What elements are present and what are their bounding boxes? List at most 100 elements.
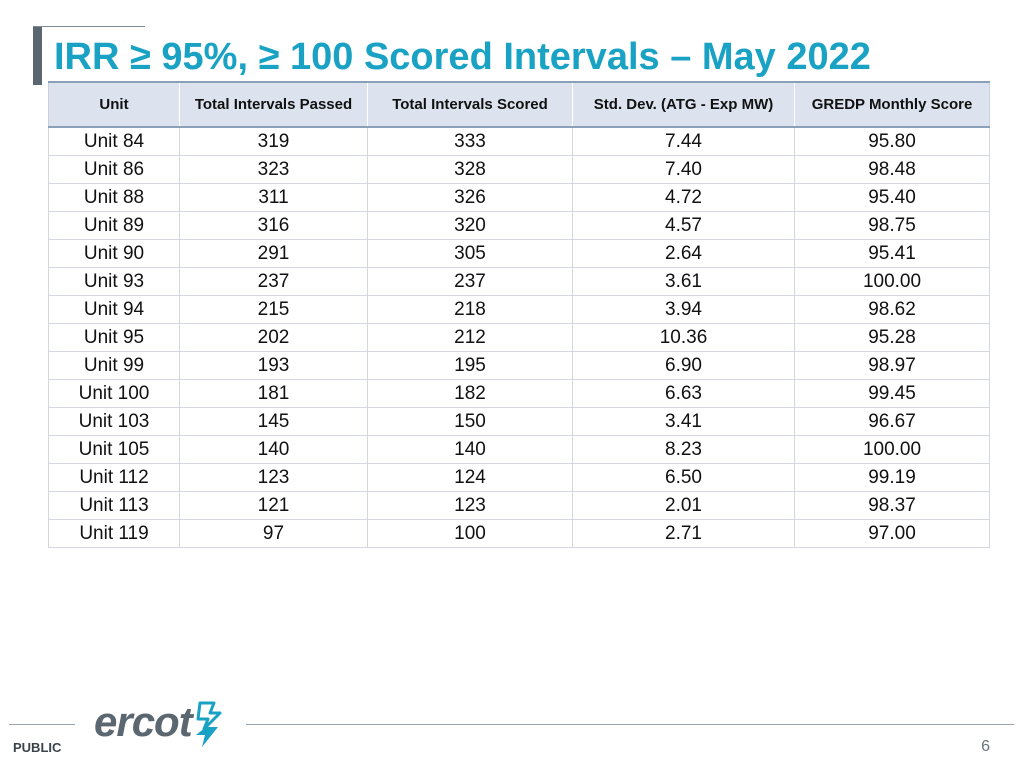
public-label: PUBLIC: [13, 740, 62, 755]
cell-intervals-scored: 150: [367, 407, 573, 436]
cell-std-dev: 10.36: [572, 323, 795, 352]
table-row: Unit 100 181 182 6.63 99.45: [48, 379, 990, 408]
cell-intervals-scored: 182: [367, 379, 573, 408]
cell-intervals-passed: 145: [179, 407, 368, 436]
cell-intervals-scored: 140: [367, 435, 573, 464]
cell-intervals-passed: 181: [179, 379, 368, 408]
cell-unit: Unit 88: [48, 183, 180, 212]
cell-gredp-score: 99.45: [794, 379, 990, 408]
cell-unit: Unit 89: [48, 211, 180, 240]
cell-intervals-scored: 100: [367, 519, 573, 548]
cell-std-dev: 6.50: [572, 463, 795, 492]
ercot-logo: ercot: [94, 699, 230, 753]
cell-unit: Unit 94: [48, 295, 180, 324]
cell-intervals-scored: 328: [367, 155, 573, 184]
table-row: Unit 86 323 328 7.40 98.48: [48, 155, 990, 184]
cell-intervals-passed: 193: [179, 351, 368, 380]
cell-gredp-score: 100.00: [794, 435, 990, 464]
cell-gredp-score: 95.80: [794, 126, 990, 156]
cell-unit: Unit 99: [48, 351, 180, 380]
cell-intervals-scored: 218: [367, 295, 573, 324]
cell-gredp-score: 99.19: [794, 463, 990, 492]
cell-intervals-passed: 311: [179, 183, 368, 212]
cell-intervals-scored: 212: [367, 323, 573, 352]
cell-unit: Unit 93: [48, 267, 180, 296]
cell-std-dev: 2.01: [572, 491, 795, 520]
cell-unit: Unit 95: [48, 323, 180, 352]
table-body: Unit 84 319 333 7.44 95.80 Unit 86 323 328 7.40 9…: [48, 126, 990, 548]
cell-std-dev: 8.23: [572, 435, 795, 464]
cell-unit: Unit 112: [48, 463, 180, 492]
table-row: Unit 84 319 333 7.44 95.80: [48, 126, 990, 156]
cell-std-dev: 3.94: [572, 295, 795, 324]
cell-intervals-scored: 237: [367, 267, 573, 296]
cell-intervals-passed: 215: [179, 295, 368, 324]
table-row: Unit 103 145 150 3.41 96.67: [48, 407, 990, 436]
cell-std-dev: 6.63: [572, 379, 795, 408]
cell-intervals-passed: 323: [179, 155, 368, 184]
cell-gredp-score: 95.28: [794, 323, 990, 352]
cell-intervals-passed: 97: [179, 519, 368, 548]
cell-unit: Unit 103: [48, 407, 180, 436]
table-row: Unit 90 291 305 2.64 95.41: [48, 239, 990, 268]
cell-intervals-passed: 319: [179, 126, 368, 156]
table-row: Unit 105 140 140 8.23 100.00: [48, 435, 990, 464]
cell-intervals-scored: 305: [367, 239, 573, 268]
footer-rule-right: [246, 724, 1014, 725]
cell-intervals-passed: 123: [179, 463, 368, 492]
header-std-dev: Std. Dev. (ATG - Exp MW): [572, 81, 795, 128]
ercot-star-bolt-icon: [196, 701, 222, 747]
title-accent-rule: [33, 26, 145, 27]
cell-gredp-score: 98.37: [794, 491, 990, 520]
cell-intervals-scored: 320: [367, 211, 573, 240]
header-unit: Unit: [48, 81, 180, 128]
cell-std-dev: 7.40: [572, 155, 795, 184]
cell-std-dev: 3.61: [572, 267, 795, 296]
cell-unit: Unit 84: [48, 126, 180, 156]
cell-intervals-passed: 202: [179, 323, 368, 352]
cell-gredp-score: 97.00: [794, 519, 990, 548]
table-row: Unit 113 121 123 2.01 98.37: [48, 491, 990, 520]
cell-gredp-score: 98.97: [794, 351, 990, 380]
cell-intervals-passed: 121: [179, 491, 368, 520]
table-row: Unit 112 123 124 6.50 99.19: [48, 463, 990, 492]
cell-intervals-scored: 333: [367, 126, 573, 156]
cell-std-dev: 4.57: [572, 211, 795, 240]
table-row: Unit 95 202 212 10.36 95.28: [48, 323, 990, 352]
cell-intervals-passed: 291: [179, 239, 368, 268]
cell-unit: Unit 105: [48, 435, 180, 464]
footer-rule-left: [9, 724, 75, 725]
table-row: Unit 94 215 218 3.94 98.62: [48, 295, 990, 324]
header-gredp-monthly-score: GREDP Monthly Score: [794, 81, 990, 128]
cell-std-dev: 6.90: [572, 351, 795, 380]
cell-intervals-scored: 195: [367, 351, 573, 380]
cell-intervals-scored: 123: [367, 491, 573, 520]
cell-gredp-score: 95.41: [794, 239, 990, 268]
cell-gredp-score: 95.40: [794, 183, 990, 212]
cell-gredp-score: 98.48: [794, 155, 990, 184]
cell-gredp-score: 100.00: [794, 267, 990, 296]
slide-title: IRR ≥ 95%, ≥ 100 Scored Intervals – May …: [54, 36, 871, 78]
cell-unit: Unit 90: [48, 239, 180, 268]
table-row: Unit 89 316 320 4.57 98.75: [48, 211, 990, 240]
irr-scores-table: Unit Total Intervals Passed Total Interv…: [48, 81, 990, 548]
page-number: 6: [981, 738, 990, 755]
cell-std-dev: 7.44: [572, 126, 795, 156]
cell-intervals-passed: 316: [179, 211, 368, 240]
table-row: Unit 93 237 237 3.61 100.00: [48, 267, 990, 296]
cell-intervals-passed: 140: [179, 435, 368, 464]
header-total-intervals-scored: Total Intervals Scored: [367, 81, 573, 128]
table-header-row: Unit Total Intervals Passed Total Interv…: [48, 81, 990, 128]
cell-unit: Unit 113: [48, 491, 180, 520]
cell-intervals-passed: 237: [179, 267, 368, 296]
cell-gredp-score: 96.67: [794, 407, 990, 436]
cell-gredp-score: 98.75: [794, 211, 990, 240]
title-accent-bar: [33, 27, 42, 85]
cell-unit: Unit 86: [48, 155, 180, 184]
cell-std-dev: 2.71: [572, 519, 795, 548]
cell-unit: Unit 100: [48, 379, 180, 408]
cell-unit: Unit 119: [48, 519, 180, 548]
table-row: Unit 88 311 326 4.72 95.40: [48, 183, 990, 212]
header-total-intervals-passed: Total Intervals Passed: [179, 81, 368, 128]
table-row: Unit 99 193 195 6.90 98.97: [48, 351, 990, 380]
